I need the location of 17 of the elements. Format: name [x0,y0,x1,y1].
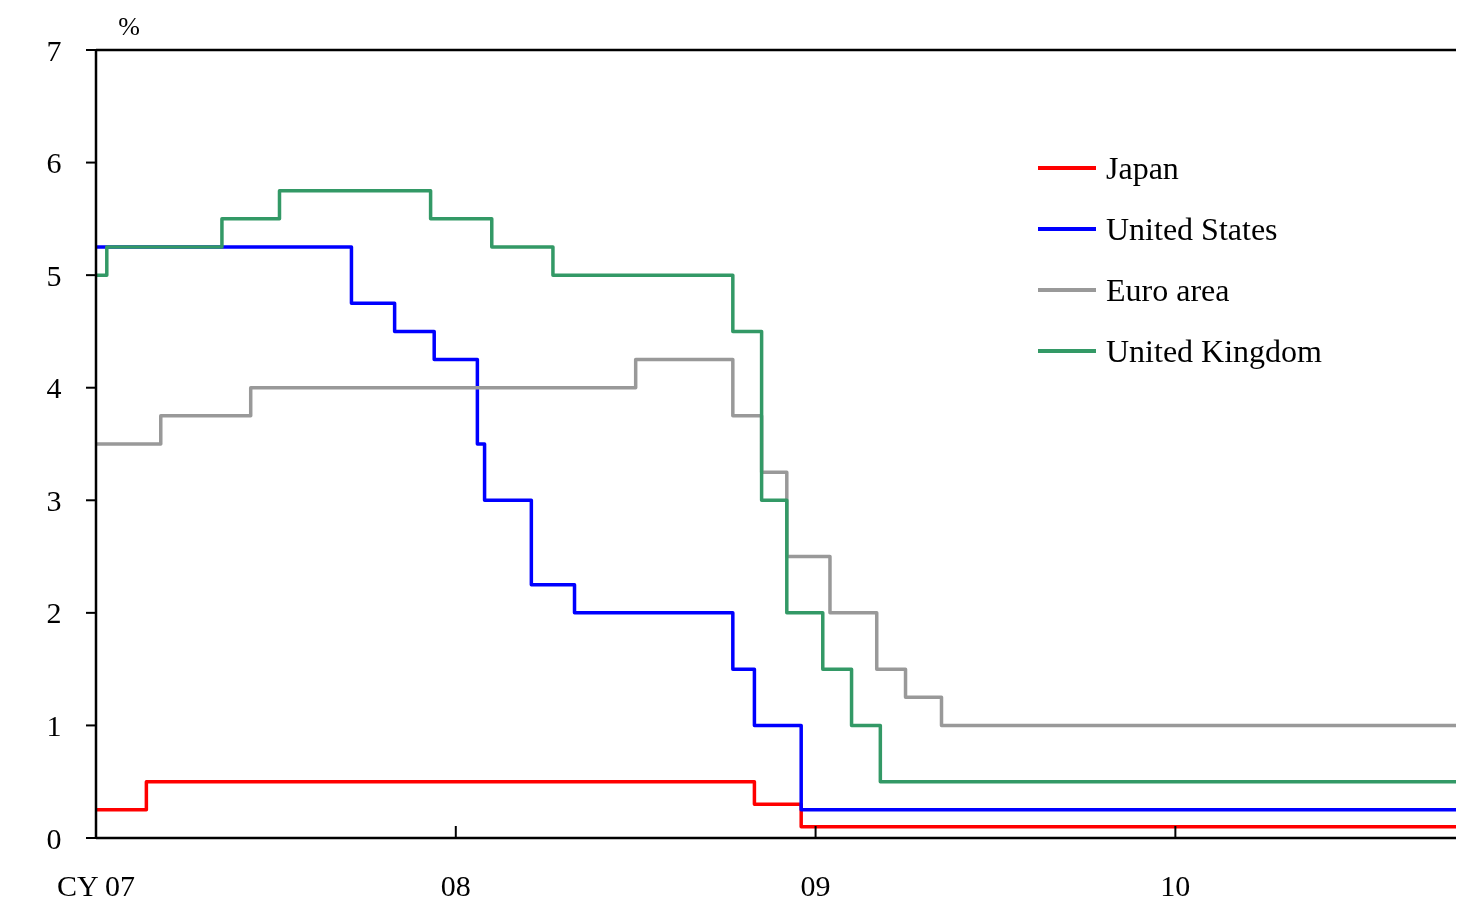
x-tick-label: 10 [1160,869,1191,902]
y-tick-label: 4 [46,371,62,405]
y-tick-label: 5 [46,258,62,292]
x-tick-label: 09 [800,869,831,902]
y-tick-label: 0 [46,821,62,855]
legend-label: Euro area [1106,272,1230,309]
legend-label: Japan [1106,150,1179,187]
x-tick-label: 08 [440,869,471,902]
y-tick-label: 2 [46,596,62,630]
legend-label: United Kingdom [1106,333,1323,370]
y-tick-label: 3 [46,483,62,517]
legend-label: United States [1106,211,1278,248]
y-tick-label: 1 [46,708,62,742]
y-axis-title: % [118,12,140,41]
y-tick-label: 6 [46,146,62,180]
y-tick-label: 7 [46,33,62,67]
x-tick-label: CY 07 [56,869,136,902]
